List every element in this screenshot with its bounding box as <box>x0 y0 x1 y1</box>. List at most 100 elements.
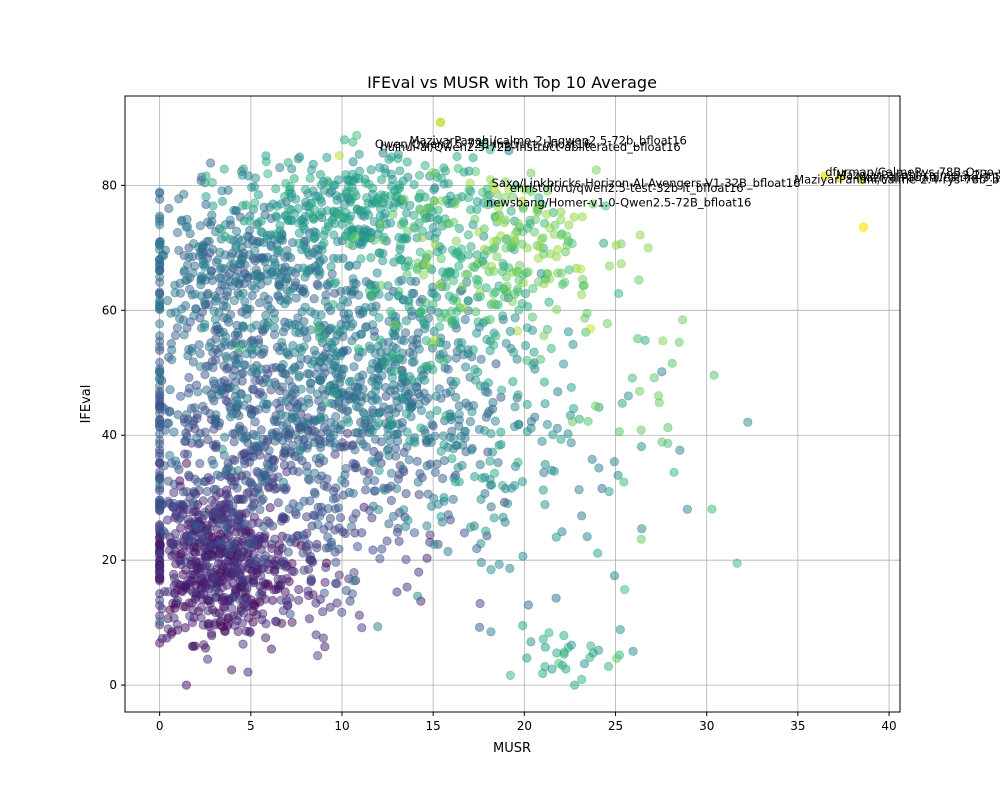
scatter-point <box>301 417 311 427</box>
scatter-point <box>262 399 273 409</box>
scatter-point <box>277 560 287 570</box>
scatter-point <box>305 496 315 506</box>
scatter-point <box>329 379 339 389</box>
scatter-point <box>308 510 318 520</box>
scatter-point <box>485 145 495 155</box>
scatter-point <box>348 514 358 524</box>
scatter-point <box>294 595 304 605</box>
scatter-point <box>451 377 461 387</box>
scatter-point <box>182 449 193 459</box>
scatter-point <box>260 530 270 540</box>
scatter-point <box>195 221 205 231</box>
scatter-point <box>320 577 330 588</box>
scatter-point <box>299 534 310 544</box>
scatter-point <box>591 165 601 175</box>
scatter-point <box>544 297 554 307</box>
scatter-point <box>155 319 165 329</box>
scatter-point <box>332 578 342 589</box>
scatter-point <box>590 401 601 411</box>
scatter-point <box>367 513 377 523</box>
scatter-point <box>330 525 340 535</box>
scatter-point <box>348 274 358 284</box>
scatter-point <box>542 324 553 334</box>
scatter-point <box>413 328 423 338</box>
scatter-point <box>502 234 512 244</box>
scatter-point <box>454 261 464 271</box>
scatter-point <box>334 151 344 161</box>
scatter-point <box>238 321 248 331</box>
scatter-point <box>375 335 386 345</box>
scatter-point <box>434 280 444 290</box>
scatter-point <box>359 226 369 237</box>
scatter-point <box>420 396 430 406</box>
scatter-point <box>178 487 189 497</box>
scatter-point <box>321 397 331 408</box>
scatter-point <box>409 288 419 299</box>
scatter-point <box>272 617 282 627</box>
scatter-point <box>349 187 359 197</box>
scatter-point <box>412 382 422 392</box>
scatter-point <box>408 341 418 351</box>
scatter-point <box>360 174 370 184</box>
scatter-point <box>223 397 233 407</box>
scatter-point <box>523 301 533 312</box>
scatter-point <box>540 459 550 470</box>
scatter-point <box>556 434 566 444</box>
scatter-point <box>231 396 242 406</box>
scatter-point <box>515 260 525 271</box>
points-layer <box>155 117 869 690</box>
scatter-point <box>155 255 165 265</box>
scatter-point <box>476 354 486 364</box>
scatter-point <box>251 431 261 441</box>
scatter-point <box>280 299 290 309</box>
scatter-point <box>615 624 625 635</box>
scatter-point <box>287 617 297 628</box>
scatter-point <box>458 303 469 313</box>
scatter-point <box>208 376 219 386</box>
scatter-point <box>189 311 199 321</box>
scatter-point <box>251 320 261 330</box>
scatter-point <box>269 314 280 324</box>
scatter-point <box>478 139 488 150</box>
scatter-point <box>476 557 487 568</box>
scatter-point <box>390 186 400 196</box>
scatter-point <box>283 158 293 168</box>
scatter-point <box>204 593 214 603</box>
scatter-point <box>243 558 254 568</box>
scatter-point <box>258 391 268 401</box>
scatter-point <box>345 596 355 606</box>
scatter-point <box>280 442 291 453</box>
scatter-point <box>373 622 383 632</box>
scatter-point <box>170 330 181 341</box>
scatter-point <box>490 416 501 426</box>
scatter-point <box>329 230 339 240</box>
scatter-point <box>466 522 476 532</box>
scatter-point <box>227 593 237 603</box>
scatter-point <box>333 208 344 219</box>
scatter-point <box>470 214 480 224</box>
scatter-point <box>162 515 173 525</box>
scatter-point <box>187 559 198 570</box>
scatter-point <box>259 539 270 549</box>
scatter-point <box>542 209 552 219</box>
scatter-point <box>319 230 329 240</box>
scatter-point <box>313 651 323 661</box>
scatter-point <box>248 363 258 374</box>
scatter-point <box>528 360 538 370</box>
scatter-point <box>165 385 175 395</box>
scatter-point <box>242 393 253 404</box>
scatter-point <box>201 171 211 181</box>
scatter-point <box>167 627 177 637</box>
scatter-point <box>505 563 515 573</box>
scatter-point <box>551 593 561 603</box>
scatter-point <box>319 422 330 432</box>
scatter-point <box>449 433 459 444</box>
scatter-point <box>564 220 574 230</box>
scatter-point <box>203 619 213 629</box>
scatter-point <box>579 659 590 669</box>
scatter-point <box>432 459 442 469</box>
scatter-point <box>486 429 496 439</box>
scatter-point <box>280 211 290 221</box>
scatter-point <box>617 398 627 408</box>
scatter-point <box>155 272 165 282</box>
